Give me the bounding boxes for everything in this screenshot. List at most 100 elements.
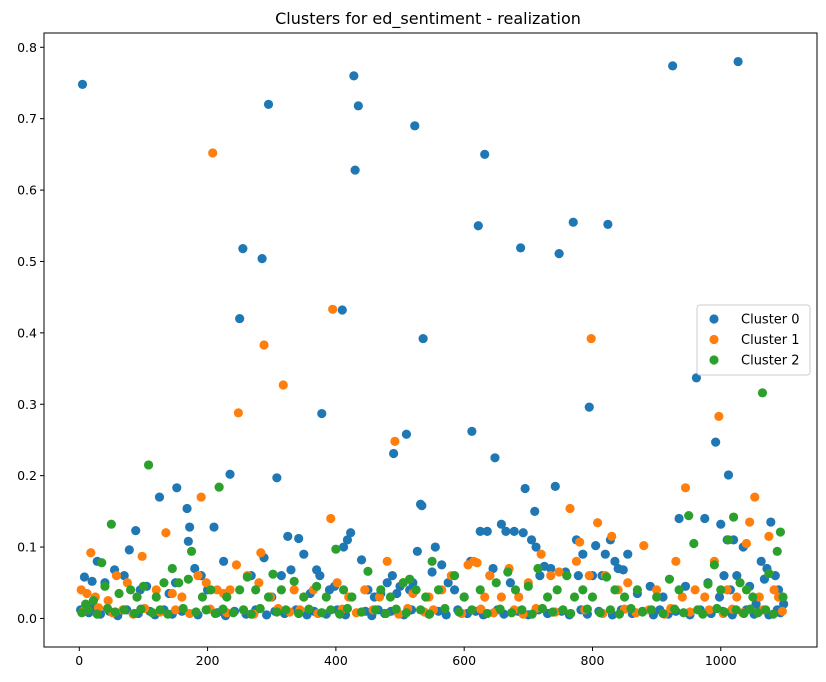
data-point (363, 566, 373, 576)
data-point (517, 605, 527, 615)
data-point (722, 585, 732, 595)
data-point (698, 609, 708, 619)
data-point (729, 512, 739, 522)
data-point (138, 581, 149, 591)
data-point (475, 526, 485, 536)
data-point (92, 609, 102, 619)
data-point (733, 56, 743, 67)
data-point (387, 571, 397, 581)
data-point (732, 571, 742, 581)
data-point (151, 592, 161, 602)
data-point (401, 608, 412, 618)
data-point (595, 608, 605, 618)
data-point (632, 585, 642, 595)
data-point (775, 527, 786, 537)
data-point (761, 605, 771, 615)
data-point (554, 249, 564, 259)
data-point (723, 470, 734, 480)
data-point (507, 608, 517, 618)
data-point (646, 605, 657, 615)
data-point (658, 592, 668, 602)
data-point (664, 574, 675, 584)
data-point (735, 578, 745, 588)
data-point (346, 528, 356, 538)
data-point (360, 585, 370, 595)
data-point (614, 609, 625, 619)
data-point (225, 469, 235, 479)
data-point (417, 501, 427, 511)
data-point (518, 528, 528, 538)
data-point (170, 605, 181, 615)
data-point (415, 605, 426, 615)
data-point (312, 581, 322, 591)
data-point (535, 571, 545, 581)
data-point (748, 592, 758, 602)
x-tick-label: 0 (75, 653, 83, 668)
data-point (605, 605, 616, 615)
data-point (411, 585, 421, 595)
data-point (242, 572, 252, 582)
data-point (603, 219, 613, 229)
data-point (235, 585, 245, 595)
data-point (568, 217, 578, 227)
data-point (222, 592, 232, 602)
data-point (342, 603, 353, 614)
data-point (278, 380, 288, 390)
data-point (491, 578, 501, 588)
data-point (558, 605, 568, 615)
data-point (501, 526, 511, 536)
data-point (424, 609, 435, 619)
data-point (714, 411, 724, 421)
data-point (159, 578, 169, 588)
data-point (550, 481, 560, 491)
data-point (626, 603, 636, 614)
data-point (119, 605, 129, 615)
data-point (546, 571, 556, 581)
data-point (83, 605, 93, 615)
data-point (668, 61, 678, 71)
data-point (349, 71, 359, 81)
data-point (593, 518, 603, 528)
data-point (225, 585, 235, 595)
data-point (228, 608, 238, 618)
data-point (658, 608, 668, 619)
data-point (505, 578, 515, 588)
data-point (353, 101, 363, 111)
data-point (723, 535, 734, 545)
data-point (382, 556, 392, 566)
data-point (385, 592, 396, 602)
legend-box (696, 304, 811, 376)
data-point (209, 522, 219, 532)
data-point (745, 604, 755, 614)
data-point (523, 581, 533, 591)
data-point (410, 121, 420, 131)
data-point (294, 608, 304, 619)
data-point (623, 578, 633, 588)
data-point (246, 609, 256, 619)
data-point (418, 333, 428, 344)
data-point (235, 313, 245, 324)
data-point (691, 373, 702, 383)
data-point (86, 548, 96, 558)
data-point (191, 607, 201, 617)
data-point (136, 604, 146, 614)
data-point (161, 528, 171, 538)
data-point (196, 492, 206, 502)
legend-marker (709, 334, 719, 345)
data-point (584, 571, 594, 581)
data-point (554, 567, 564, 577)
data-point (262, 610, 272, 620)
points-layer (75, 56, 789, 621)
data-point (711, 437, 721, 447)
data-point (356, 555, 367, 565)
data-point (155, 605, 165, 615)
data-point (584, 402, 594, 412)
data-point (680, 483, 691, 493)
data-point (674, 585, 684, 595)
data-point (764, 568, 774, 579)
data-point (263, 99, 274, 109)
y-tick-label: 0.2 (17, 468, 37, 483)
data-point (652, 585, 662, 595)
data-point (496, 592, 506, 602)
data-point (412, 546, 422, 556)
